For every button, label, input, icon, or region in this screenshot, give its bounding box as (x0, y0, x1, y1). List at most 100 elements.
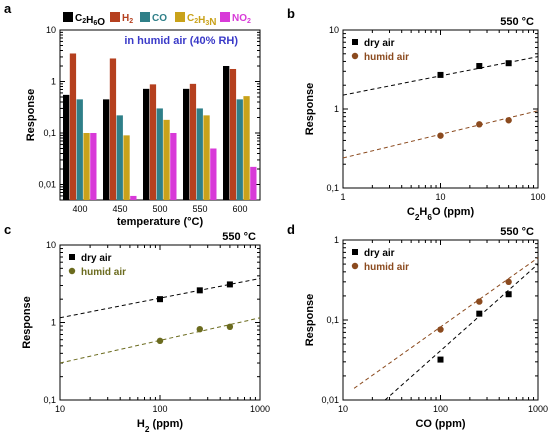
legend-label-co: CO (152, 13, 167, 24)
fit-line-humid-air (59, 317, 261, 364)
subscript: 2 (194, 18, 198, 25)
legend-label-dry-air: dry air (364, 248, 395, 259)
legend-swatch-no2 (220, 12, 230, 22)
y-tick-label: 0,01 (38, 179, 56, 189)
y-axis-label: Response (304, 83, 316, 136)
legend-swatch-h2 (110, 12, 120, 22)
y-tick-label: 0,01 (321, 395, 339, 405)
bar-co-500 (156, 108, 163, 200)
bar-c2h6o-600 (223, 65, 230, 200)
text-part: (ppm) (149, 418, 183, 430)
x-tick-label: 10 (338, 404, 348, 414)
x-tick-label: 400 (72, 204, 87, 214)
temperature-title: 550 °C (222, 231, 256, 243)
panel-d: d 550 °C 0,01 0,1 1 10 100 1000 dry air humid air… (287, 222, 548, 430)
y-tick-label: 0,1 (43, 128, 56, 138)
legend-label-c2h6o: C2H6O (75, 13, 105, 28)
x-tick-label: 10 (435, 192, 445, 202)
x-axis-label: CO (ppm) (415, 418, 465, 430)
bar-no2-500 (170, 132, 177, 200)
bar-h2-500 (149, 84, 157, 200)
humid-air-annotation: in humid air (40% RH) (124, 35, 238, 47)
bar-co-550 (196, 108, 203, 200)
legend-marker-humid-air (351, 52, 359, 60)
point-humid-air (437, 326, 444, 333)
point-dry-air (476, 310, 483, 317)
x-tick-label: 1 (340, 192, 345, 202)
text-part: CO (ppm) (415, 418, 465, 430)
legend-label-h2: H2 (122, 13, 133, 25)
legend-marker-dry-air (352, 39, 358, 45)
x-tick-label: 550 (192, 204, 207, 214)
text-part: O (97, 17, 105, 28)
bar-c2h3n-500 (163, 119, 170, 200)
subscript: 3 (205, 20, 209, 27)
subscript: 6 (427, 213, 432, 222)
text-part: NO (232, 13, 247, 24)
panel-label: b (287, 6, 295, 21)
bar-c2h6o-550 (183, 88, 190, 200)
y-axis-label: Response (25, 89, 37, 142)
point-humid-air (476, 121, 483, 128)
bar-co-600 (236, 99, 243, 200)
bar-no2-400 (90, 132, 97, 200)
point-humid-air (505, 278, 512, 286)
bar-c2h6o-500 (143, 88, 150, 200)
x-tick-label: 600 (232, 204, 247, 214)
text-part: H (198, 15, 205, 26)
subscript: 2 (415, 213, 420, 222)
legend-label-humid-air: humid air (364, 52, 409, 63)
bar-co-450 (116, 115, 123, 200)
point-humid-air (437, 132, 444, 139)
text-part: C (75, 13, 82, 24)
y-tick-label: 1 (334, 235, 339, 245)
bar-no2-450 (130, 195, 137, 200)
legend-label-humid-air: humid air (364, 262, 409, 273)
subscript: 6 (93, 20, 97, 27)
text-part: H (137, 418, 145, 430)
y-axis-label: Response (304, 294, 316, 347)
legend-label-c2h3n: C2H3N (187, 13, 217, 28)
point-dry-air (157, 296, 163, 303)
legend-marker-dry-air (352, 249, 358, 255)
subscript: 2 (247, 18, 251, 25)
legend-marker-humid-air (68, 267, 76, 275)
point-dry-air (437, 71, 444, 78)
x-tick-label: 450 (112, 204, 127, 214)
legend-marker-humid-air (351, 262, 359, 270)
x-tick-label: 500 (152, 204, 167, 214)
x-tick-label: 100 (152, 404, 167, 414)
x-tick-label: 10 (55, 404, 65, 414)
legend-swatch-c2h3n (175, 12, 185, 22)
text-part: C (187, 13, 194, 24)
point-humid-air (226, 323, 234, 331)
point-dry-air (505, 60, 512, 67)
fit-line-dry-air (384, 263, 539, 401)
panel-label: c (4, 222, 11, 237)
text-part: O (ppm) (432, 206, 474, 218)
y-tick-label: 10 (46, 25, 56, 35)
point-dry-air (226, 281, 233, 288)
bar-h2-450 (109, 58, 117, 200)
subscript: 2 (145, 425, 150, 434)
bar-co-400 (76, 99, 83, 200)
subscript: 2 (82, 18, 86, 25)
point-dry-air (476, 63, 483, 70)
y-tick-label: 0,1 (326, 315, 339, 325)
bar-c2h3n-600 (243, 96, 250, 200)
y-tick-label: 10 (329, 25, 339, 35)
panel-label: d (287, 222, 295, 237)
text-part: H (122, 13, 129, 24)
y-tick-label: 1 (334, 104, 339, 114)
text-part: N (209, 17, 216, 28)
bar-no2-600 (250, 166, 257, 200)
text-part: C (407, 206, 415, 218)
legend-label-dry-air: dry air (364, 38, 395, 49)
x-axis-label: temperature (°C) (117, 216, 204, 228)
temperature-title: 550 °C (500, 226, 534, 238)
bar-c2h6o-400 (63, 94, 70, 200)
bar-c2h6o-450 (103, 99, 110, 200)
legend-marker-dry-air (69, 254, 75, 260)
y-tick-label: 1 (51, 318, 56, 328)
